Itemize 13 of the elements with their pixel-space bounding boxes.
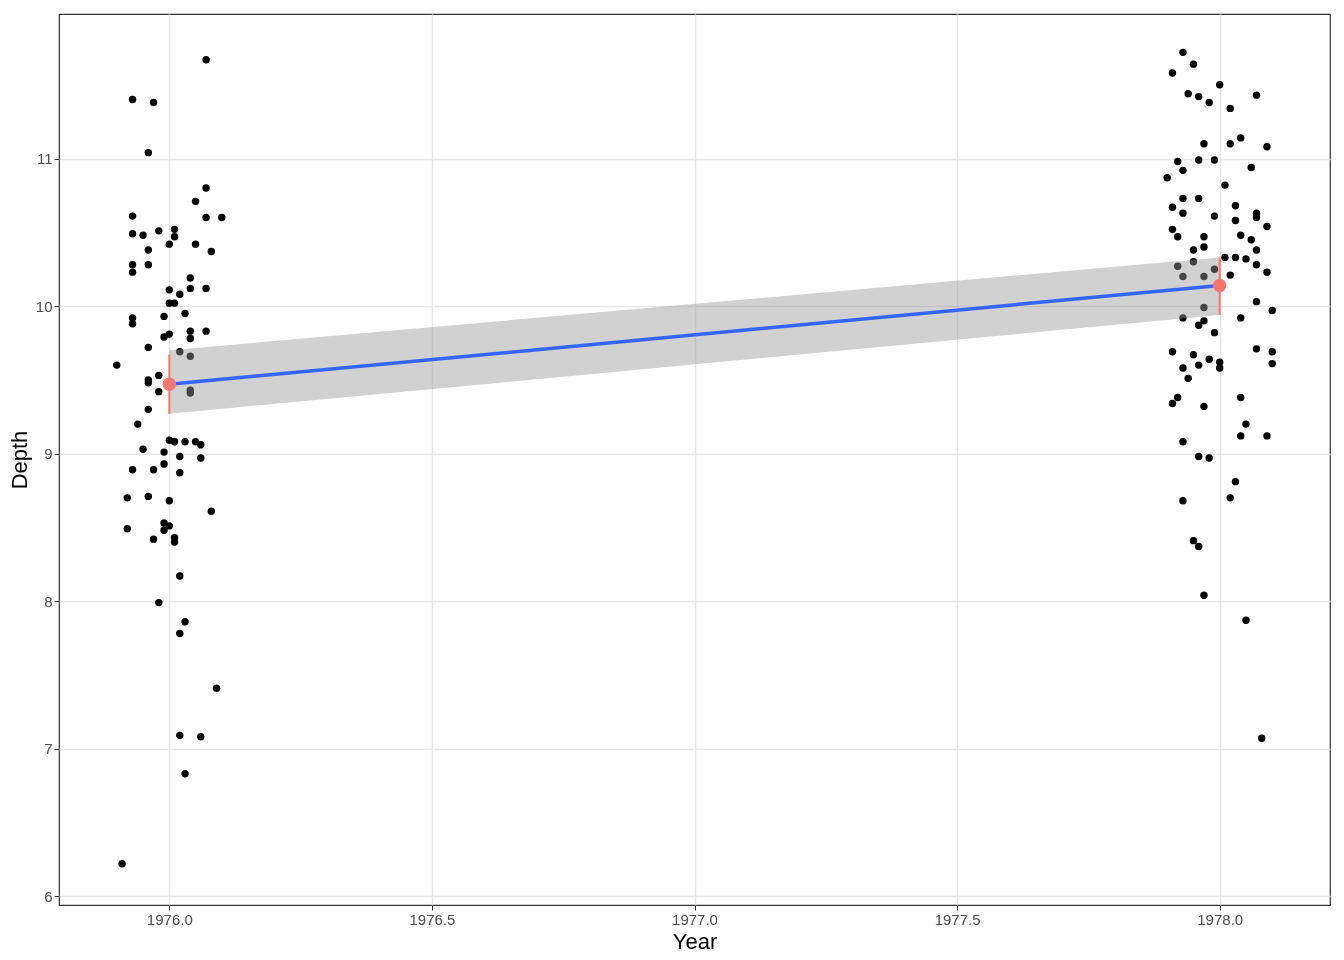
x-axis-title: Year <box>672 928 718 954</box>
x-tick-label: 1977.0 <box>672 910 718 928</box>
y-tick-label: 7 <box>44 740 53 758</box>
x-tick-label: 1977.5 <box>934 910 981 928</box>
y-tick-label: 10 <box>35 297 53 315</box>
y-tick-label: 11 <box>36 150 53 168</box>
x-tick-label: 1978.0 <box>1197 910 1244 928</box>
y-axis-title: Depth <box>6 430 32 490</box>
y-tick-label: 8 <box>44 592 53 610</box>
y-tick-label: 6 <box>44 887 53 905</box>
x-tick-label: 1976.0 <box>146 910 193 928</box>
y-tick-label: 9 <box>44 445 53 463</box>
x-tick-label: 1976.5 <box>409 910 456 928</box>
